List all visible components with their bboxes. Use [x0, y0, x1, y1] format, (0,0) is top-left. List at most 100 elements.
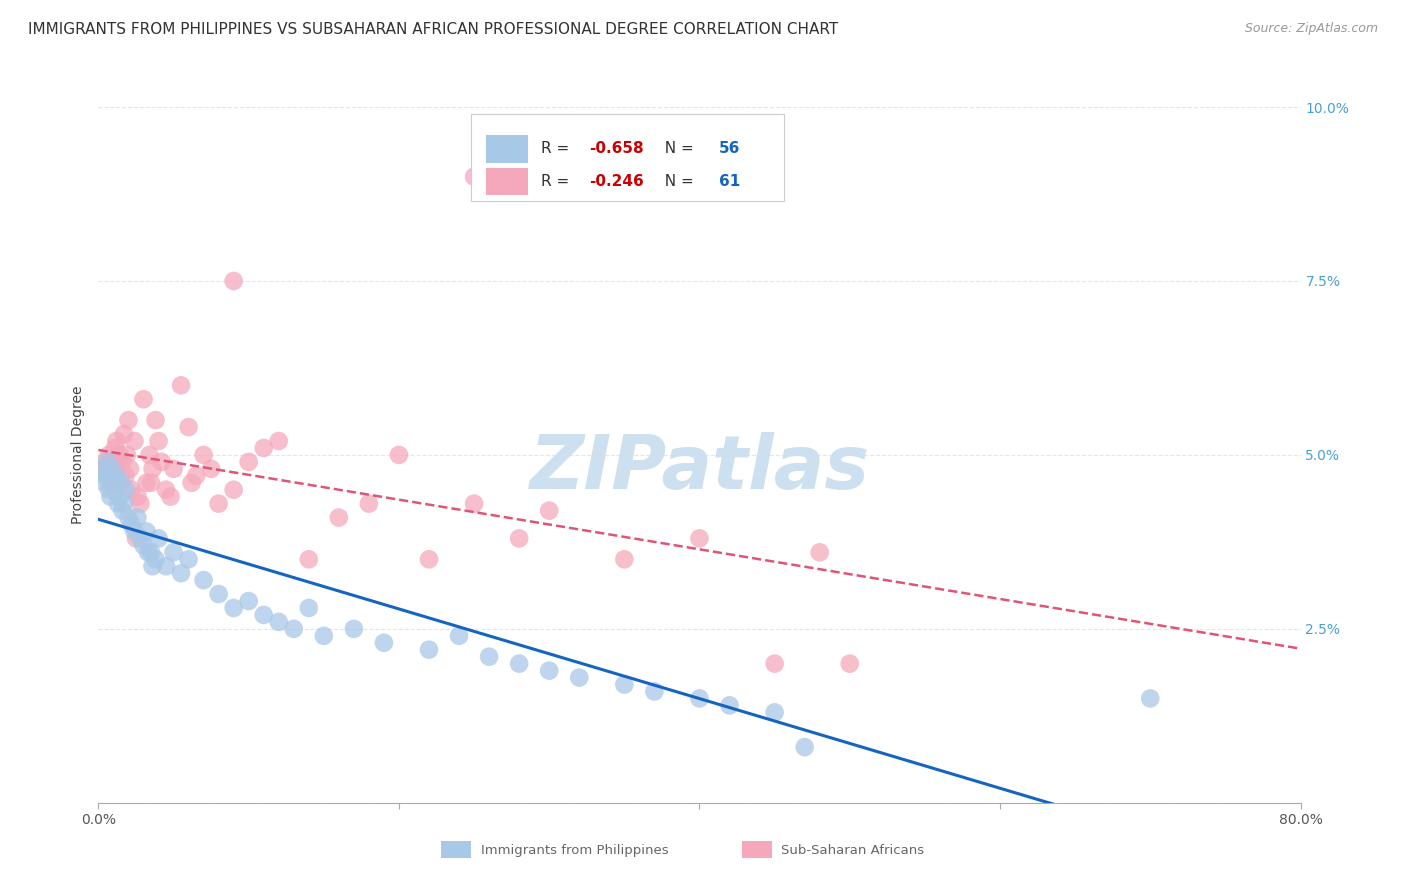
Point: [136, 545, 159, 559]
Point: [689, 691, 711, 706]
Point: [132, 538, 155, 552]
Point: [689, 532, 711, 546]
Point: [127, 510, 149, 524]
Point: [718, 698, 741, 713]
Point: [101, 468, 124, 483]
Point: [100, 490, 122, 504]
Point: [117, 510, 139, 524]
Point: [96, 462, 118, 476]
Point: [121, 517, 143, 532]
Point: [111, 503, 134, 517]
Text: Source: ZipAtlas.com: Source: ZipAtlas.com: [1244, 22, 1378, 36]
Point: [613, 677, 636, 691]
Point: [112, 427, 135, 442]
Point: [222, 274, 245, 288]
Bar: [741, 841, 772, 858]
Text: IMMIGRANTS FROM PHILIPPINES VS SUBSAHARAN AFRICAN PROFESSIONAL DEGREE CORRELATIO: IMMIGRANTS FROM PHILIPPINES VS SUBSAHARA…: [28, 22, 838, 37]
Point: [94, 468, 117, 483]
Point: [124, 434, 146, 448]
Point: [1139, 691, 1161, 706]
Point: [114, 468, 136, 483]
Bar: [485, 168, 527, 195]
Point: [193, 573, 215, 587]
Point: [298, 552, 321, 566]
Point: [267, 434, 290, 448]
Point: [100, 475, 122, 490]
Point: [138, 448, 160, 462]
Point: [159, 490, 181, 504]
Point: [135, 524, 157, 539]
Point: [129, 497, 152, 511]
Point: [105, 434, 128, 448]
Point: [253, 607, 276, 622]
Text: -0.658: -0.658: [589, 141, 644, 156]
Point: [613, 552, 636, 566]
Point: [184, 468, 207, 483]
Point: [177, 552, 200, 566]
Bar: [485, 135, 527, 162]
Point: [418, 642, 440, 657]
Point: [155, 483, 177, 497]
Point: [162, 462, 184, 476]
Point: [121, 483, 143, 497]
Point: [180, 475, 202, 490]
Point: [148, 434, 170, 448]
Point: [127, 490, 149, 504]
Point: [93, 475, 115, 490]
Point: [117, 413, 139, 427]
Text: Sub-Saharan Africans: Sub-Saharan Africans: [782, 844, 924, 856]
Point: [103, 475, 125, 490]
Point: [238, 594, 260, 608]
Point: [373, 636, 395, 650]
Point: [808, 545, 831, 559]
Point: [91, 462, 114, 476]
Point: [388, 448, 411, 462]
Text: 56: 56: [718, 141, 740, 156]
Text: R =: R =: [541, 174, 574, 189]
Point: [139, 545, 162, 559]
Point: [145, 413, 167, 427]
Point: [447, 629, 470, 643]
Point: [110, 475, 132, 490]
Point: [478, 649, 501, 664]
Point: [222, 601, 245, 615]
Text: ZIPatlas: ZIPatlas: [530, 433, 869, 506]
Point: [763, 657, 786, 671]
Point: [343, 622, 366, 636]
Point: [103, 455, 125, 469]
Point: [148, 532, 170, 546]
Point: [111, 455, 134, 469]
Point: [170, 378, 193, 392]
Point: [141, 462, 163, 476]
Point: [508, 532, 530, 546]
Text: Immigrants from Philippines: Immigrants from Philippines: [481, 844, 668, 856]
Point: [267, 615, 290, 629]
Bar: [441, 841, 471, 858]
Point: [155, 559, 177, 574]
Point: [101, 462, 124, 476]
Point: [115, 448, 138, 462]
Point: [170, 566, 193, 581]
Text: -0.246: -0.246: [589, 174, 644, 189]
Text: N =: N =: [655, 141, 699, 156]
Point: [312, 629, 335, 643]
Point: [118, 462, 141, 476]
Point: [763, 706, 786, 720]
FancyBboxPatch shape: [471, 114, 783, 201]
Point: [139, 475, 162, 490]
Point: [141, 559, 163, 574]
Point: [97, 448, 120, 462]
Point: [238, 455, 260, 469]
Point: [508, 657, 530, 671]
Point: [112, 497, 135, 511]
Point: [357, 497, 380, 511]
Point: [538, 664, 561, 678]
Point: [108, 490, 131, 504]
Point: [104, 441, 127, 455]
Point: [418, 552, 440, 566]
Point: [253, 441, 276, 455]
Point: [328, 510, 350, 524]
Point: [97, 483, 120, 497]
Point: [108, 448, 131, 462]
Point: [568, 671, 591, 685]
